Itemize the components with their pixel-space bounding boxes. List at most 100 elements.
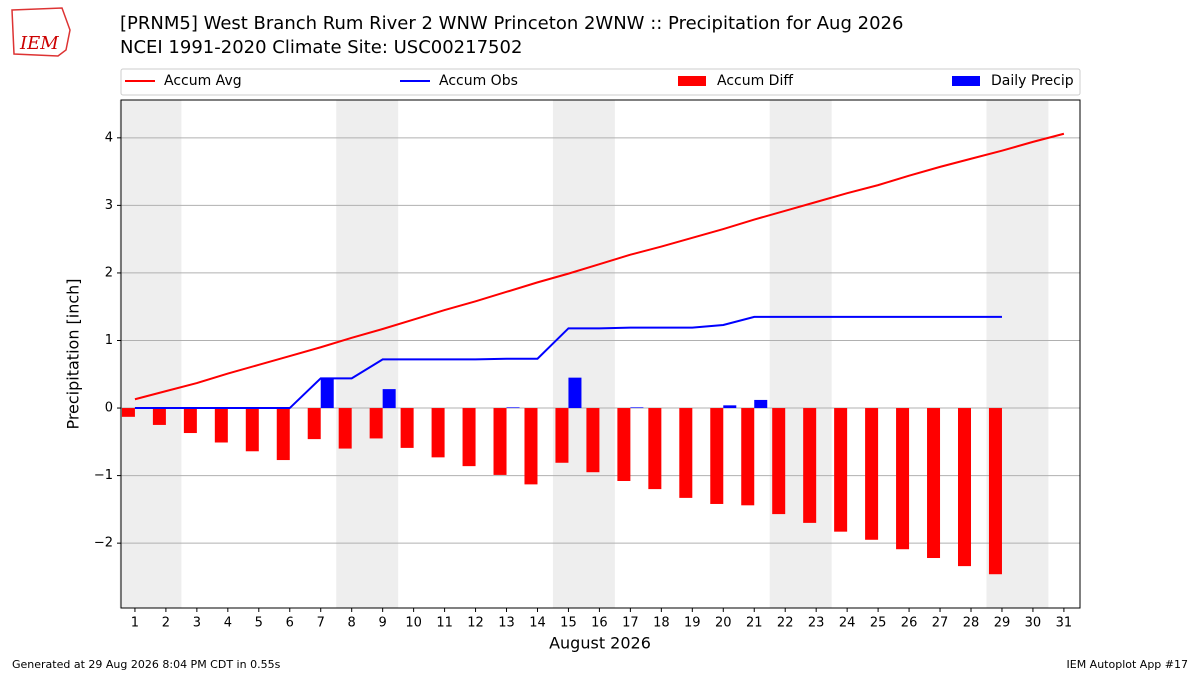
y-tick-label: 3 <box>105 198 113 213</box>
logo: IEM <box>11 7 71 57</box>
bar <box>152 408 166 425</box>
line <box>134 315 1002 410</box>
bar <box>772 408 786 515</box>
y-tick-label: 2 <box>105 265 113 280</box>
plot-frame <box>120 99 1081 609</box>
bar <box>957 408 972 567</box>
legend-box <box>120 68 1081 96</box>
bar <box>320 378 334 409</box>
x-tick-label: 22 <box>777 616 794 631</box>
bar <box>754 399 768 409</box>
bar <box>834 408 848 532</box>
bar <box>555 408 569 463</box>
legend-item: Accum Avg <box>125 73 242 89</box>
bar <box>710 408 724 504</box>
bar <box>338 408 352 449</box>
x-tick-label: 6 <box>286 616 294 631</box>
bar <box>803 408 817 523</box>
y-tick-label: 0 <box>105 401 113 416</box>
footer-right: IEM Autoplot App #17 <box>1067 658 1189 671</box>
x-tick-label: 30 <box>1025 616 1042 631</box>
x-tick-label: 8 <box>348 616 356 631</box>
bar <box>723 405 737 409</box>
x-tick-label: 19 <box>684 616 701 631</box>
x-tick-label: 4 <box>224 616 232 631</box>
bar <box>369 408 383 439</box>
logo-text: IEM <box>19 33 59 54</box>
x-tick-label: 2 <box>162 616 170 631</box>
bar <box>506 407 520 409</box>
bar <box>630 407 644 409</box>
weekend-shade <box>552 100 615 608</box>
x-axis-label: August 2026 <box>549 634 651 653</box>
x-tick-label: 15 <box>560 616 577 631</box>
x-tick-label: 23 <box>808 616 825 631</box>
x-tick-label: 26 <box>901 616 918 631</box>
bar <box>276 408 290 461</box>
logo-outline <box>11 7 71 57</box>
bar <box>927 408 941 559</box>
legend-item: Accum Diff <box>678 73 793 89</box>
bar <box>214 408 228 443</box>
bar <box>648 408 662 490</box>
bar <box>741 408 755 506</box>
legend-label: Accum Obs <box>439 73 518 89</box>
bar <box>493 408 507 475</box>
bar <box>524 408 538 485</box>
bar <box>245 408 259 452</box>
bar <box>586 408 600 473</box>
chart-subtitle: NCEI 1991-2020 Climate Site: USC00217502 <box>120 37 522 58</box>
x-tick-label: 5 <box>255 616 263 631</box>
x-tick-label: 11 <box>436 616 453 631</box>
x-tick-label: 1 <box>131 616 139 631</box>
x-tick-label: 29 <box>994 616 1011 631</box>
x-tick-label: 9 <box>379 616 387 631</box>
x-tick-label: 14 <box>529 616 546 631</box>
y-tick-label: 1 <box>105 333 113 348</box>
y-tick-label: −2 <box>94 536 113 551</box>
bar <box>121 408 135 417</box>
x-tick-label: 27 <box>932 616 949 631</box>
x-tick-label: 21 <box>746 616 763 631</box>
bar <box>431 408 445 458</box>
bar <box>307 408 321 440</box>
x-tick-label: 25 <box>870 616 887 631</box>
x-tick-label: 28 <box>963 616 980 631</box>
x-tick-label: 31 <box>1056 616 1073 631</box>
x-tick-label: 24 <box>839 616 856 631</box>
legend-item: Daily Precip <box>952 73 1074 89</box>
bar <box>462 408 476 467</box>
bar <box>382 389 396 409</box>
legend-label: Accum Diff <box>717 73 793 89</box>
x-tick-label: 17 <box>622 616 639 631</box>
footer-left: Generated at 29 Aug 2026 8:04 PM CDT in … <box>12 658 281 671</box>
x-tick-label: 13 <box>498 616 515 631</box>
legend-swatch <box>678 76 706 86</box>
weekend-shade <box>769 100 832 608</box>
y-tick-label: −1 <box>94 468 113 483</box>
bar <box>896 408 910 550</box>
x-tick-label: 16 <box>591 616 608 631</box>
bar <box>679 408 693 498</box>
bar <box>865 408 879 540</box>
legend-item: Accum Obs <box>400 73 518 89</box>
bar <box>617 408 631 481</box>
bar <box>988 408 1002 575</box>
legend-label: Daily Precip <box>991 73 1074 89</box>
weekend-shade <box>336 100 399 608</box>
weekend-shade <box>119 100 182 608</box>
x-tick-label: 7 <box>317 616 325 631</box>
y-axis-label: Precipitation [inch] <box>64 278 83 429</box>
x-tick-label: 12 <box>467 616 484 631</box>
bar <box>400 408 414 448</box>
legend-swatch <box>952 76 980 86</box>
y-tick-label: 4 <box>105 130 113 145</box>
chart-title: [PRNM5] West Branch Rum River 2 WNW Prin… <box>120 13 903 34</box>
line <box>134 132 1065 401</box>
x-tick-label: 20 <box>715 616 732 631</box>
x-tick-label: 18 <box>653 616 670 631</box>
legend-label: Accum Avg <box>164 73 242 89</box>
x-tick-label: 3 <box>193 616 201 631</box>
bar <box>183 408 197 434</box>
